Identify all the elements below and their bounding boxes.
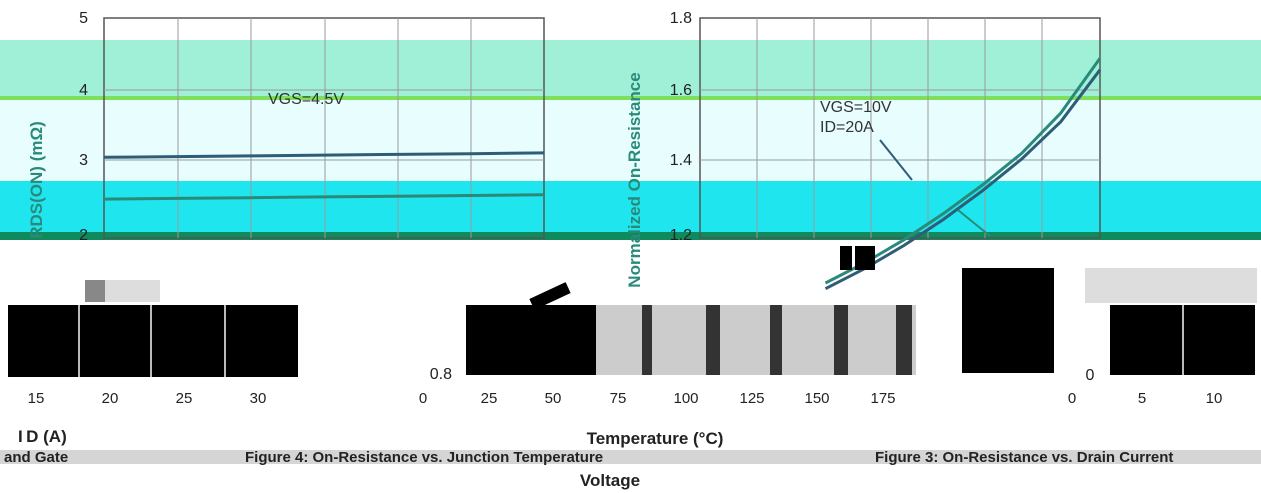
right-ytick-0: 0 [1086,367,1095,384]
left-ylabel: RDS(ON) (mΩ) [27,121,46,239]
left-xtick-1: 20 [102,390,119,407]
mid-xtick-0: 0 [419,390,427,407]
annotation-arrow-2 [957,209,991,237]
mid-xtick-1: 25 [481,390,498,407]
middle-plot-frame [699,17,1101,239]
caption-strip [0,450,1261,464]
left-xlabel: I D (A) [18,427,67,446]
left-ytick-0: 5 [79,10,88,27]
mid-annotation-id20: ID=20A [820,119,874,136]
pale-band [0,100,1261,181]
mid-ytick-2: 1.4 [670,152,692,169]
left-series-line-1 [103,151,545,159]
left-plot-frame [103,17,545,239]
left-xtick-0: 15 [28,390,45,407]
right-xtick-1: 5 [1138,390,1146,407]
mid-annotation-vgs45: VGS=4.5V [890,253,966,270]
mid-xtick-2: 50 [545,390,562,407]
left-ytick-1: 4 [79,82,88,99]
mid-ytick-3: 1.2 [670,227,692,244]
left-xtick-3: 30 [250,390,267,407]
left-series-group [103,151,545,201]
dark-green-stripe [0,232,1261,240]
mid-xtick-4: 100 [673,390,698,407]
left-annotation-vgs10: VGS=10V [188,259,260,276]
right-xtick-0: 0 [1068,390,1076,407]
green-stripe [0,96,1261,100]
left-annotation-vgs45: VGS=4.5V [268,91,344,108]
annotation-arrow-1 [879,139,913,181]
mid-xtick-3: 75 [610,390,627,407]
mid-annotation-id10: ID=10A [752,273,806,290]
lower-occlusion [8,246,1257,377]
mid-xlabel: Temperature (°C) [587,429,724,448]
mint-band [0,40,1261,96]
mid-ytick-4: 0.8 [430,366,452,383]
mid-ylabel: Normalized On-Resistance [625,72,644,287]
mid-xtick-5: 125 [739,390,764,407]
left-ytick-3: 2 [79,227,88,244]
left-ytick-2: 3 [79,152,88,169]
mid-xtick-6: 150 [804,390,829,407]
caption-bottom: Voltage [580,471,640,490]
right-xtick-2: 10 [1206,390,1223,407]
cyan-band [0,181,1261,233]
caption-figure-4: Figure 4: On-Resistance vs. Junction Tem… [245,449,603,466]
mid-ytick-1: 1.6 [670,82,692,99]
left-xtick-2: 25 [176,390,193,407]
mid-xtick-7: 175 [870,390,895,407]
mid-annotation-vgs10: VGS=10V [820,99,892,116]
caption-figure-3: Figure 3: On-Resistance vs. Drain Curren… [875,449,1173,466]
caption-left-fragment: and Gate [4,449,68,466]
left-series-line-2 [103,193,545,201]
mid-ytick-0: 1.8 [670,10,692,27]
